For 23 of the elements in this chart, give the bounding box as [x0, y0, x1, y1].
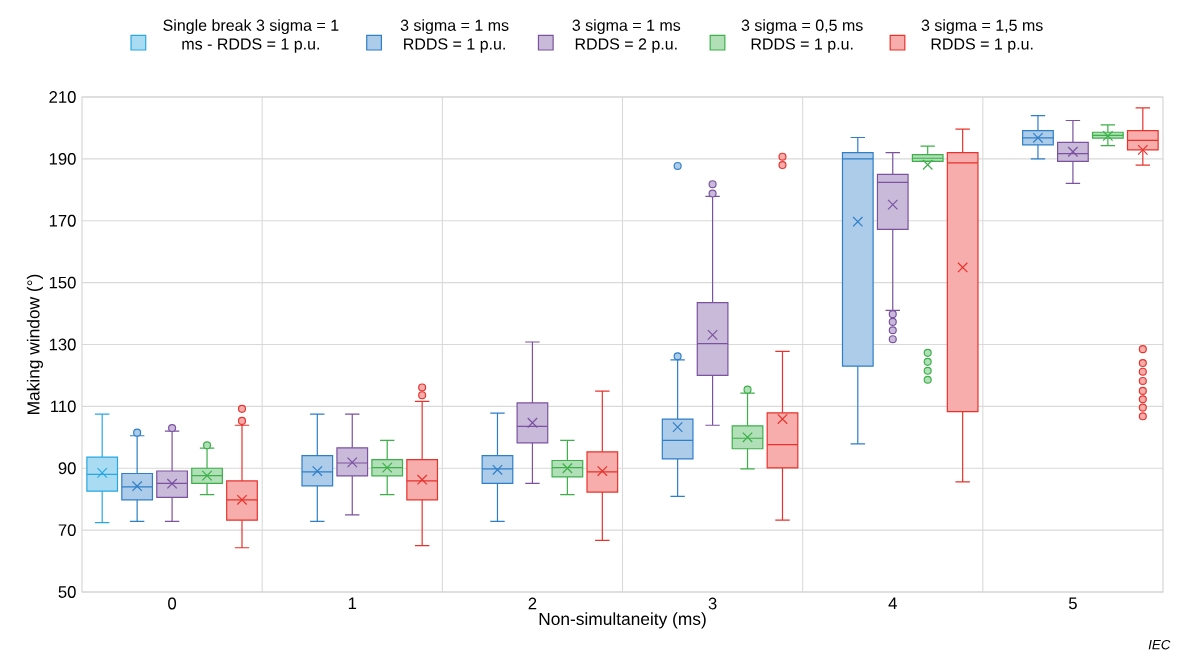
- y-tick-label: 90: [58, 462, 76, 475]
- x-axis-title: Non-simultaneity (ms): [539, 612, 706, 629]
- y-tick-label: 70: [58, 524, 76, 537]
- x-tick-label: 5: [1068, 597, 1077, 610]
- y-tick-label: 210: [49, 91, 76, 103]
- y-tick-label: 190: [49, 152, 76, 165]
- legend-label: 3 sigma = 1,5 ms RDDS = 1 p.u.: [921, 19, 1043, 53]
- y-tick-label: 110: [51, 400, 76, 413]
- y-tick-label: 50: [58, 586, 76, 598]
- x-tick-label: 3: [708, 597, 717, 610]
- text: IEC: [1148, 639, 1171, 650]
- y-tick-label: 170: [49, 214, 76, 227]
- x-tick-label: 2: [528, 597, 537, 610]
- legend-label: 3 sigma = 1 ms RDDS = 1 p.u.: [400, 19, 509, 53]
- x-tick-label: 1: [348, 597, 357, 610]
- y-tick-label: 130: [49, 338, 76, 351]
- legend-label: Single break 3 sigma = 1 ms - RDDS = 1 p.u.: [163, 19, 339, 53]
- y-axis-title: Making window (°): [26, 274, 43, 414]
- legend-label: 3 sigma = 1 ms RDDS = 2 p.u.: [572, 19, 681, 53]
- x-tick-label: 0: [168, 597, 177, 610]
- legend-label: 3 sigma = 0,5 ms RDDS = 1 p.u.: [741, 19, 863, 53]
- x-tick-label: 4: [888, 597, 897, 610]
- y-tick-label: 150: [49, 276, 76, 289]
